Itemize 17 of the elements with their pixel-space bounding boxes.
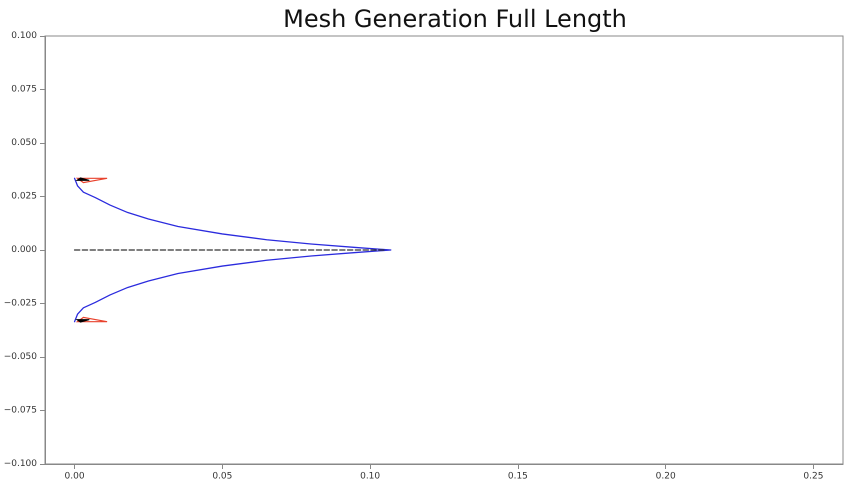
x-tick-label: 0.15	[508, 472, 528, 482]
y-tick-label: −0.100	[4, 459, 38, 469]
y-tick-label: 0.000	[11, 245, 38, 255]
x-tick-label: 0.10	[360, 472, 380, 482]
chart-title: Mesh Generation Full Length	[283, 5, 627, 33]
y-tick-label: 0.050	[11, 138, 38, 148]
y-tick-label: −0.075	[4, 406, 37, 416]
x-tick-label: 0.00	[64, 472, 85, 482]
y-tick-label: 0.025	[11, 192, 37, 202]
x-tick-label: 0.05	[212, 472, 232, 482]
y-tick-label: 0.100	[11, 31, 38, 41]
x-tick-label: 0.25	[803, 472, 824, 482]
line-series	[74, 178, 392, 322]
y-tick-label: −0.050	[4, 352, 38, 362]
x-tick-label: 0.20	[656, 472, 676, 482]
y-tick-label: −0.025	[4, 298, 37, 308]
y-tick-label: 0.075	[11, 84, 37, 94]
